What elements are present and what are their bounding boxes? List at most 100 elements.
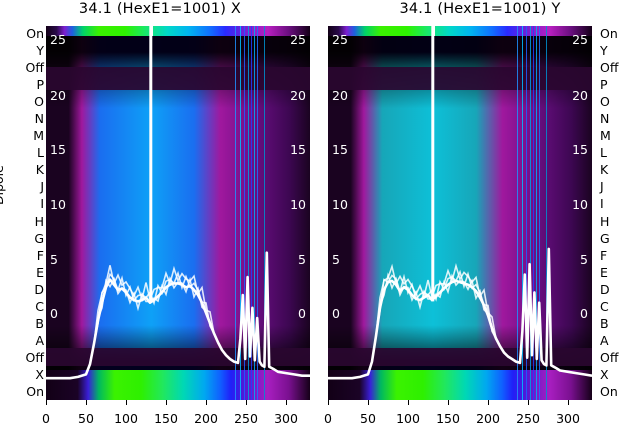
heatmap-streak-4 (532, 26, 534, 400)
x-tick-mark-3 (166, 400, 167, 405)
heatmap-surface (46, 26, 310, 400)
x-tick-mark-6 (568, 400, 569, 405)
category-label-left-4: O (34, 93, 44, 109)
category-label-right-16: C (600, 298, 609, 314)
x-tick-mark-1 (368, 400, 369, 405)
heatmap-streak-6 (257, 26, 259, 400)
x-tick-label-5: 250 (234, 411, 258, 426)
x-tick-label-6: 300 (556, 411, 580, 426)
heatmap-streak-3 (529, 26, 531, 400)
x-tick-mark-0 (46, 400, 47, 405)
y-tick-inner-right-5: 5 (298, 252, 306, 267)
category-axis-left: On Y Off P O N M L K J I H G F E D C B A Off X On (4, 26, 44, 400)
x-axis-right: 0 50 100 150 200 250 300 (320, 400, 640, 440)
category-label-right-17: B (600, 315, 609, 331)
category-label-left-9: J (40, 179, 44, 195)
category-label-left-3: P (36, 76, 44, 92)
category-label-left-21: On (26, 383, 44, 399)
category-label-left-11: H (34, 213, 44, 229)
overlay-trace-noise-0 (328, 248, 592, 379)
y-tick-inner-15: 15 (332, 142, 348, 157)
heatmap-streak-0 (516, 26, 518, 400)
heatmap-streak-3 (247, 26, 249, 400)
overlay-trace-main (46, 251, 310, 380)
x-tick-label-0: 0 (42, 411, 50, 426)
category-label-right-14: E (600, 264, 608, 280)
heatmap-streak-1 (240, 26, 242, 400)
heatmap-streak-5 (254, 26, 255, 400)
y-tick-inner-15: 15 (50, 142, 66, 157)
x-tick-mark-4 (206, 400, 207, 405)
y-tick-inner-25: 25 (332, 32, 348, 47)
heatmap-streak-5 (536, 26, 537, 400)
x-tick-label-3: 150 (154, 411, 178, 426)
x-tick-label-2: 100 (396, 411, 420, 426)
panel-y-title: 34.1 (HexE1=1001) Y (399, 1, 561, 17)
x-tick-mark-3 (448, 400, 449, 405)
category-label-left-2: Off (25, 59, 44, 75)
y-tick-inner-5: 5 (332, 252, 340, 267)
category-label-right-9: J (600, 179, 604, 195)
x-tick-label-4: 200 (476, 411, 500, 426)
category-label-right-20: X (600, 366, 609, 382)
spectrum-strip-top (46, 26, 310, 36)
overlay-trace (46, 26, 310, 380)
x-axis-left: 0 50 100 150 200 250 300 (0, 400, 320, 440)
category-label-left-18: A (35, 332, 44, 348)
y-tick-inner-0: 0 (50, 306, 58, 321)
category-label-left-14: E (36, 264, 44, 280)
category-label-right-18: A (600, 332, 609, 348)
category-label-left-5: N (34, 110, 44, 126)
category-label-right-12: G (600, 230, 610, 246)
category-label-left-17: B (35, 315, 44, 331)
category-label-right-10: I (600, 196, 604, 212)
category-label-left-16: C (35, 298, 44, 314)
y-tick-inner-20: 20 (332, 88, 348, 103)
category-label-right-1: Y (600, 42, 608, 58)
x-tick-label-3: 150 (436, 411, 460, 426)
category-label-left-20: X (35, 366, 44, 382)
overlay-trace-noise-1 (328, 248, 592, 379)
category-label-right-11: H (600, 213, 610, 229)
y-tick-inner-25: 25 (50, 32, 66, 47)
category-label-right-8: K (600, 162, 609, 178)
category-label-right-5: N (600, 110, 610, 126)
category-label-left-15: D (34, 281, 44, 297)
y-tick-inner-right-5: 5 (580, 252, 588, 267)
heatmap-streak-2 (244, 26, 246, 400)
category-label-right-21: On (600, 383, 618, 399)
panel-x-plot: 25 20 15 10 5 0 25 20 15 10 5 0 (46, 26, 310, 400)
category-label-left-1: Y (36, 42, 44, 58)
category-label-left-7: L (37, 145, 44, 161)
spectrum-strip-bottom (46, 370, 310, 400)
y-tick-inner-10: 10 (332, 197, 348, 212)
y-tick-inner-right-15: 15 (572, 142, 588, 157)
category-label-left-12: G (34, 230, 44, 246)
category-label-left-19: Off (25, 349, 44, 365)
y-tick-inner-right-0: 0 (580, 306, 588, 321)
x-tick-mark-4 (488, 400, 489, 405)
x-tick-mark-2 (126, 400, 127, 405)
heatmap-streak-7 (545, 26, 547, 400)
category-label-right-19: Off (600, 349, 619, 365)
y-tick-inner-right-0: 0 (298, 306, 306, 321)
x-tick-mark-5 (246, 400, 247, 405)
spectrum-strip-bottom (328, 370, 592, 400)
category-label-right-15: D (600, 281, 610, 297)
x-tick-mark-2 (408, 400, 409, 405)
overlay-trace (328, 26, 592, 380)
x-tick-label-6: 300 (274, 411, 298, 426)
y-tick-inner-right-10: 10 (290, 197, 306, 212)
panel-x-title: 34.1 (HexE1=1001) X (78, 1, 242, 17)
category-label-left-13: F (36, 247, 44, 263)
x-tick-mark-1 (86, 400, 87, 405)
x-tick-label-1: 50 (78, 411, 94, 426)
y-tick-inner-right-10: 10 (572, 197, 588, 212)
x-tick-label-2: 100 (114, 411, 138, 426)
category-label-left-8: K (35, 162, 44, 178)
category-axis-right: On Y Off P O N M L K J I H G F E D C B A Off X On (600, 26, 640, 400)
x-tick-label-4: 200 (194, 411, 218, 426)
y-tick-inner-0: 0 (332, 306, 340, 321)
overlay-trace-noise-1 (46, 252, 310, 379)
